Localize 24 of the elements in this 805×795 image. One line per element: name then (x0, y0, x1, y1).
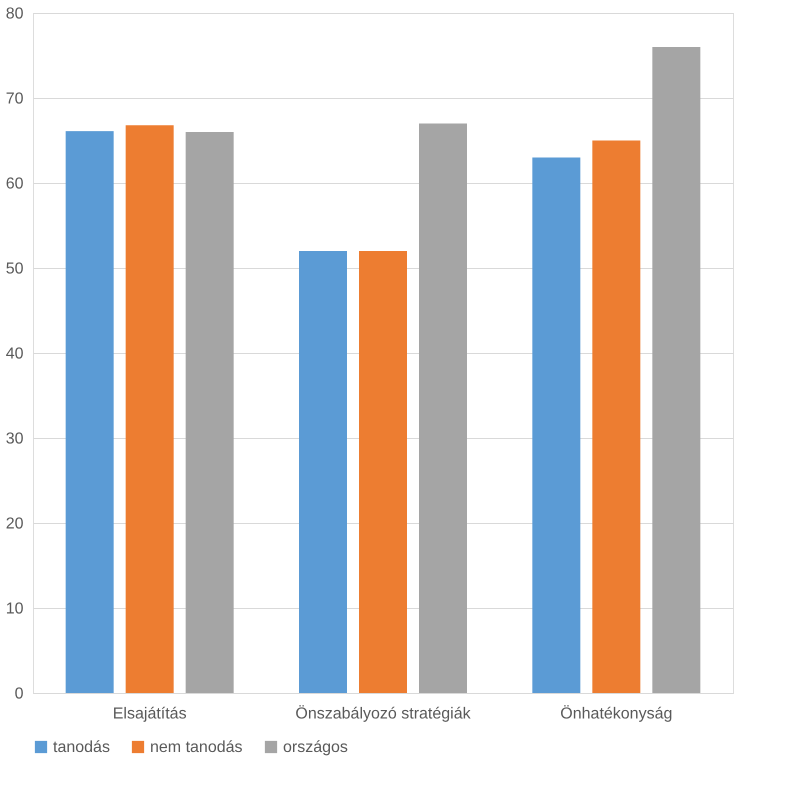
x-tick-label: Önhatékonyság (560, 704, 672, 722)
y-tick-label: 10 (6, 600, 24, 618)
y-tick-label: 0 (14, 686, 24, 702)
legend-label: országos (283, 739, 348, 756)
bar (592, 140, 640, 693)
x-tick-label: Elsajátítás (112, 706, 187, 722)
bar (532, 158, 580, 693)
y-tick-label: 50 (6, 260, 24, 278)
bar (186, 132, 234, 693)
y-tick-label: 30 (6, 430, 24, 448)
y-tick-label: 20 (6, 516, 24, 532)
x-tick-label: Önszabályozó stratégiák (295, 704, 472, 722)
bar (359, 251, 407, 693)
y-tick-label: 60 (6, 176, 24, 192)
legend-label: tanodás (53, 739, 110, 756)
bar (126, 125, 174, 693)
bar (66, 131, 114, 693)
bar (419, 124, 467, 693)
y-tick-label: 80 (6, 6, 24, 22)
y-tick-label: 70 (6, 90, 24, 108)
y-tick-label: 40 (6, 346, 24, 362)
bar (652, 47, 700, 693)
legend-label: nem tanodás (150, 739, 243, 756)
bar (299, 251, 347, 693)
